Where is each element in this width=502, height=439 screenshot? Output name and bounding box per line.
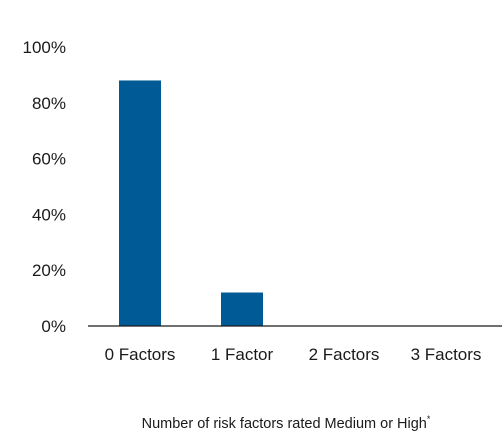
y-tick-label: 80% [32, 94, 66, 113]
bar [221, 292, 263, 326]
bar [119, 80, 161, 326]
x-axis-title: Number of risk factors rated Medium or H… [142, 414, 431, 432]
y-tick-label: 60% [32, 150, 66, 169]
x-tick-label: 3 Factors [411, 345, 482, 364]
y-tick-label: 20% [32, 261, 66, 280]
y-tick-label: 100% [23, 38, 66, 57]
bars [119, 80, 263, 326]
x-axis-title-marker: * [427, 414, 431, 424]
x-tick-label: 2 Factors [309, 345, 380, 364]
x-axis-ticks: 0 Factors 1 Factor 2 Factors 3 Factors [105, 345, 482, 364]
x-axis-title-text: Number of risk factors rated Medium or H… [142, 416, 427, 432]
y-axis-ticks: 0% 20% 40% 60% 80% 100% [23, 38, 66, 336]
x-tick-label: 0 Factors [105, 345, 176, 364]
y-tick-label: 40% [32, 205, 66, 224]
y-tick-label: 0% [41, 317, 66, 336]
x-tick-label: 1 Factor [211, 345, 274, 364]
